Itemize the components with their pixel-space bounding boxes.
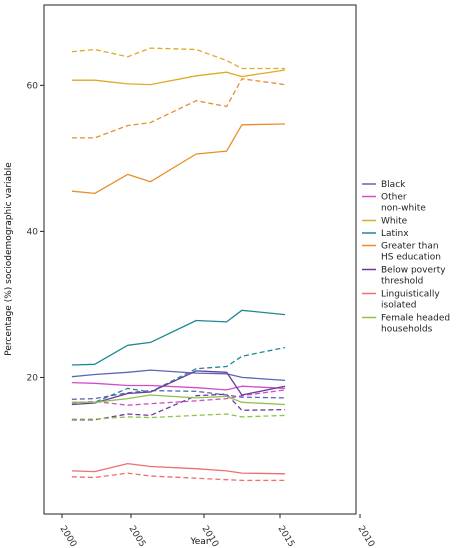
y-tick-label: 20 [27,373,39,383]
series-line-white-solid [71,69,286,86]
legend: Black Other non-white White Latinx Greater th… [362,180,450,335]
plot-panel [43,4,357,515]
legend-label: Linguistically isolated [381,290,440,311]
series-line-female_headed-dashed [71,413,286,420]
legend-label: Below poverty threshold [381,266,446,287]
series-line-other_non_white-solid [71,381,286,391]
x-axis-title: Year [189,537,209,547]
series-line-greater_than_hs-dashed [71,78,286,139]
y-axis: 20 40 60 [27,81,44,383]
legend-label: Other non-white [381,193,426,214]
legend-label: Latinx [381,229,409,239]
series-line-latinx-dashed [71,346,286,403]
y-tick-label: 40 [27,227,39,237]
series-line-white-dashed [71,47,285,70]
y-tick-label: 60 [27,81,39,91]
legend-label: Black [381,180,406,190]
series-line-black-solid [71,369,286,382]
legend-label: Female headed households [381,314,450,335]
legend-label: White [381,217,408,227]
plot-lines [71,47,286,482]
legend-label: Greater than HS education [381,242,441,263]
series-line-greater_than_hs-solid [71,123,286,195]
series-line-latinx-solid [71,309,286,366]
y-axis-title: Percentage (%) sociodemographic variable [4,162,14,356]
series-line-linguistically_isolated-dashed [71,472,285,482]
series-line-female_headed-solid [71,394,286,406]
series-line-linguistically_isolated-solid [71,462,286,475]
x-axis: 2000 2005 2010 2015 2010 [57,514,376,548]
